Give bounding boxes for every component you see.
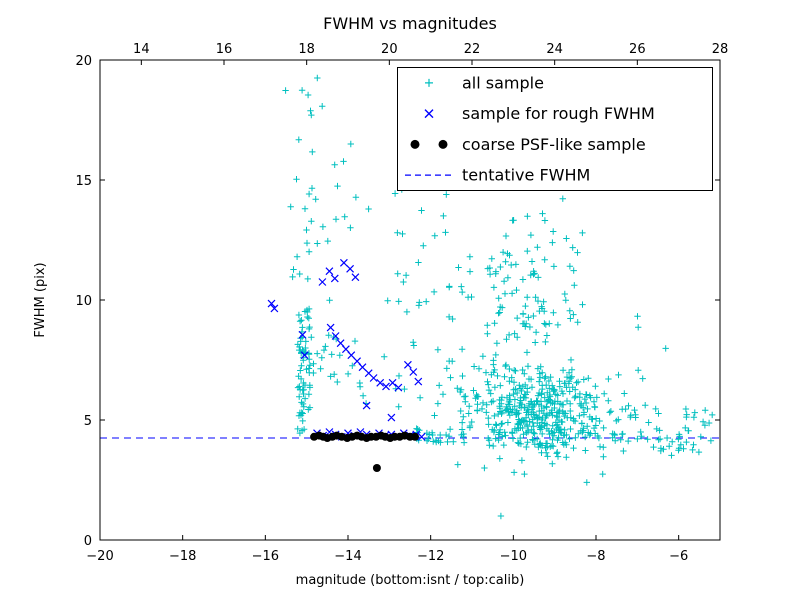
legend-label: sample for rough FWHM (462, 104, 655, 123)
y-tick-label: 15 (75, 174, 92, 189)
legend-item-sample-for-rough-fwhm: sample for rough FWHM (424, 104, 655, 123)
y-tick-label: 10 (75, 294, 92, 309)
x-marker-icon (424, 109, 434, 119)
legend-item-coarse-psf-like-sample: coarse PSF-like sample (410, 135, 646, 154)
legend-label: tentative FWHM (462, 166, 590, 185)
series-rough-fwhm-points (267, 258, 426, 441)
x-axis-label: magnitude (bottom:isnt / top:calib) (296, 573, 525, 588)
x-tick-label-bottom: −14 (334, 549, 361, 564)
legend-item-tentative-fwhm: tentative FWHM (405, 166, 590, 185)
plot-title: FWHM vs magnitudes (323, 14, 497, 33)
x-tick-label-bottom: −8 (586, 549, 605, 564)
legend-label: coarse PSF-like sample (462, 135, 646, 154)
tick-marks (99, 59, 721, 541)
plot-area: −20 −18 −16 −14 −12 −10 −8 −6 14 16 18 20 22 24 26 28 0 5… (75, 42, 728, 564)
y-tick-label: 20 (75, 54, 92, 69)
circle-marker-icon (410, 139, 448, 149)
legend-item-all-sample: all sample (425, 73, 544, 92)
x-tick-label-bottom: −18 (169, 549, 196, 564)
legend-label: all sample (462, 73, 544, 92)
y-tick-label: 0 (84, 534, 92, 549)
legend-box (397, 67, 713, 191)
series-psf-like-points (310, 431, 419, 472)
x-tick-label-bottom: −6 (669, 549, 688, 564)
plus-marker-icon (425, 78, 433, 87)
x-tick-label-bottom: −12 (417, 549, 444, 564)
x-tick-label-top: 24 (546, 42, 563, 57)
y-tick-label: 5 (84, 414, 92, 429)
x-tick-label-top: 16 (216, 42, 233, 57)
x-tick-label-top: 28 (712, 42, 729, 57)
x-tick-label-top: 22 (464, 42, 481, 57)
x-tick-label-top: 26 (629, 42, 646, 57)
x-tick-label-top: 14 (133, 42, 150, 57)
y-axis-label: FWHM (pix) (33, 262, 48, 337)
x-tick-label-bottom: −10 (500, 549, 527, 564)
x-tick-label-top: 20 (381, 42, 398, 57)
tick-labels: −20 −18 −16 −14 −12 −10 −8 −6 14 16 18 20 22 24 26 28 0 5… (75, 42, 728, 564)
legend: all sample sample for rough FWHM coarse PS… (397, 67, 713, 191)
x-tick-label-bottom: −20 (86, 549, 113, 564)
x-tick-label-bottom: −16 (252, 549, 279, 564)
x-tick-label-top: 18 (298, 42, 315, 57)
